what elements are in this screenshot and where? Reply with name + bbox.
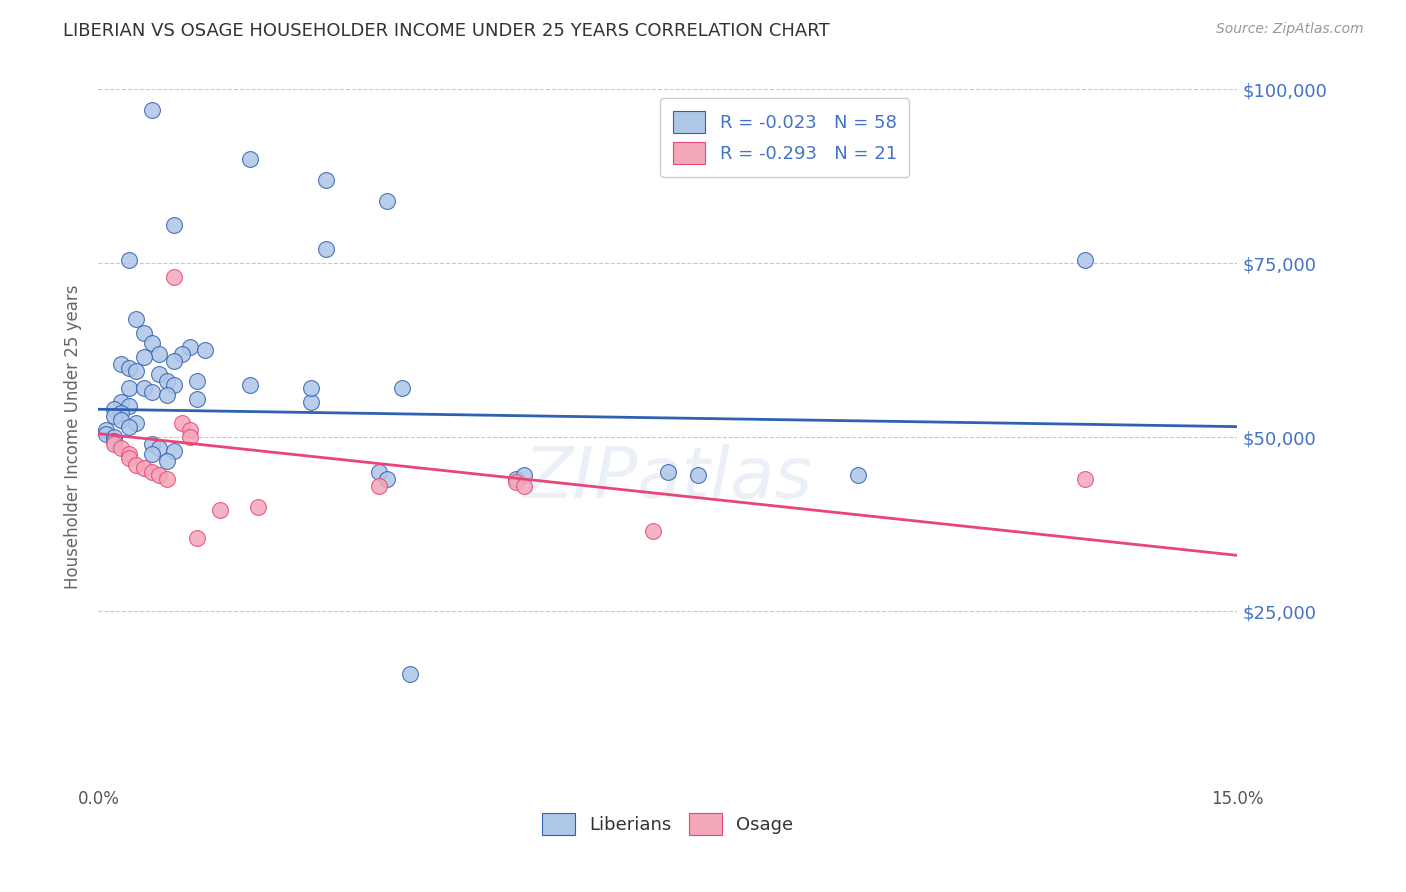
Point [179, 423, 201, 437]
Point [118, 447, 141, 462]
Point [179, 430, 201, 444]
Point [141, 465, 163, 479]
Point [118, 419, 141, 434]
Point [688, 468, 710, 483]
Point [163, 444, 186, 458]
Point [163, 353, 186, 368]
Point [239, 377, 262, 392]
Point [398, 666, 420, 681]
Point [103, 434, 125, 448]
Point [110, 441, 132, 455]
Text: LIBERIAN VS OSAGE HOUSEHOLDER INCOME UNDER 25 YEARS CORRELATION CHART: LIBERIAN VS OSAGE HOUSEHOLDER INCOME UND… [63, 22, 830, 40]
Point [1074, 472, 1097, 486]
Point [194, 343, 217, 357]
Point [170, 416, 193, 430]
Point [505, 472, 527, 486]
Point [657, 465, 679, 479]
Point [299, 381, 322, 395]
Point [103, 402, 125, 417]
Point [125, 311, 148, 326]
Point [148, 368, 170, 382]
Point [110, 395, 132, 409]
Point [186, 375, 208, 389]
Point [368, 479, 391, 493]
Point [125, 458, 148, 472]
Point [118, 252, 141, 267]
Point [375, 472, 398, 486]
Point [315, 172, 337, 186]
Point [103, 437, 125, 451]
Point [391, 381, 413, 395]
Point [368, 465, 391, 479]
Point [163, 377, 186, 392]
Point [110, 357, 132, 371]
Point [315, 242, 337, 256]
Point [110, 412, 132, 426]
Point [375, 194, 398, 208]
Point [148, 468, 170, 483]
Point [239, 152, 262, 166]
Point [118, 450, 141, 465]
Point [1074, 252, 1097, 267]
Point [132, 350, 155, 364]
Text: ZIPatlas: ZIPatlas [523, 444, 813, 513]
Point [208, 503, 231, 517]
Point [505, 475, 527, 490]
Point [118, 381, 141, 395]
Point [148, 346, 170, 360]
Point [94, 426, 117, 441]
Point [641, 524, 664, 538]
Text: Source: ZipAtlas.com: Source: ZipAtlas.com [1216, 22, 1364, 37]
Point [512, 468, 534, 483]
Point [246, 500, 269, 514]
Point [110, 406, 132, 420]
Point [156, 454, 179, 468]
Point [141, 384, 163, 399]
Point [156, 388, 179, 402]
Point [299, 395, 322, 409]
Point [125, 364, 148, 378]
Point [118, 399, 141, 413]
Point [163, 218, 186, 232]
Point [103, 430, 125, 444]
Point [141, 437, 163, 451]
Point [179, 340, 201, 354]
Point [186, 392, 208, 406]
Point [103, 409, 125, 424]
Point [132, 381, 155, 395]
Point [141, 103, 163, 117]
Point [132, 326, 155, 340]
Legend: Liberians, Osage: Liberians, Osage [531, 802, 804, 846]
Point [156, 472, 179, 486]
Point [118, 360, 141, 375]
Point [846, 468, 869, 483]
Point [125, 416, 148, 430]
Point [512, 479, 534, 493]
Point [141, 447, 163, 462]
Point [94, 423, 117, 437]
Point [156, 375, 179, 389]
Point [163, 270, 186, 285]
Point [186, 531, 208, 545]
Point [141, 336, 163, 351]
Point [148, 441, 170, 455]
Y-axis label: Householder Income Under 25 years: Householder Income Under 25 years [65, 285, 83, 590]
Point [170, 346, 193, 360]
Point [132, 461, 155, 475]
